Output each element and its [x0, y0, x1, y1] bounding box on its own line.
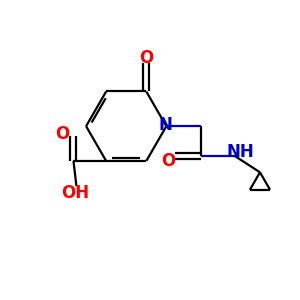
Text: OH: OH — [61, 184, 89, 202]
Text: O: O — [139, 49, 153, 67]
Text: NH: NH — [226, 143, 254, 161]
Text: O: O — [162, 152, 176, 170]
Text: N: N — [159, 116, 173, 134]
Text: O: O — [55, 125, 69, 143]
